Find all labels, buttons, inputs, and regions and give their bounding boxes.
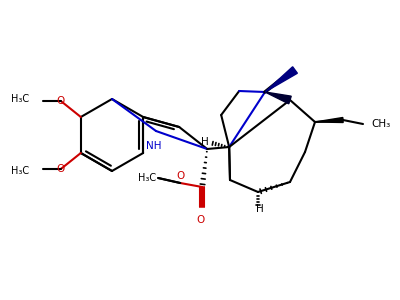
Polygon shape	[315, 118, 343, 122]
Polygon shape	[265, 92, 291, 104]
Text: CH₃: CH₃	[371, 119, 390, 129]
Text: H₃C: H₃C	[11, 94, 29, 104]
Text: H₃C: H₃C	[138, 173, 156, 183]
Text: H₃C: H₃C	[11, 166, 29, 176]
Text: H: H	[202, 137, 209, 147]
Text: O: O	[196, 215, 204, 225]
Polygon shape	[265, 67, 297, 92]
Text: NH: NH	[146, 141, 162, 151]
Text: O: O	[176, 171, 184, 181]
Text: H: H	[256, 204, 264, 214]
Text: O: O	[57, 96, 65, 106]
Text: O: O	[57, 164, 65, 174]
